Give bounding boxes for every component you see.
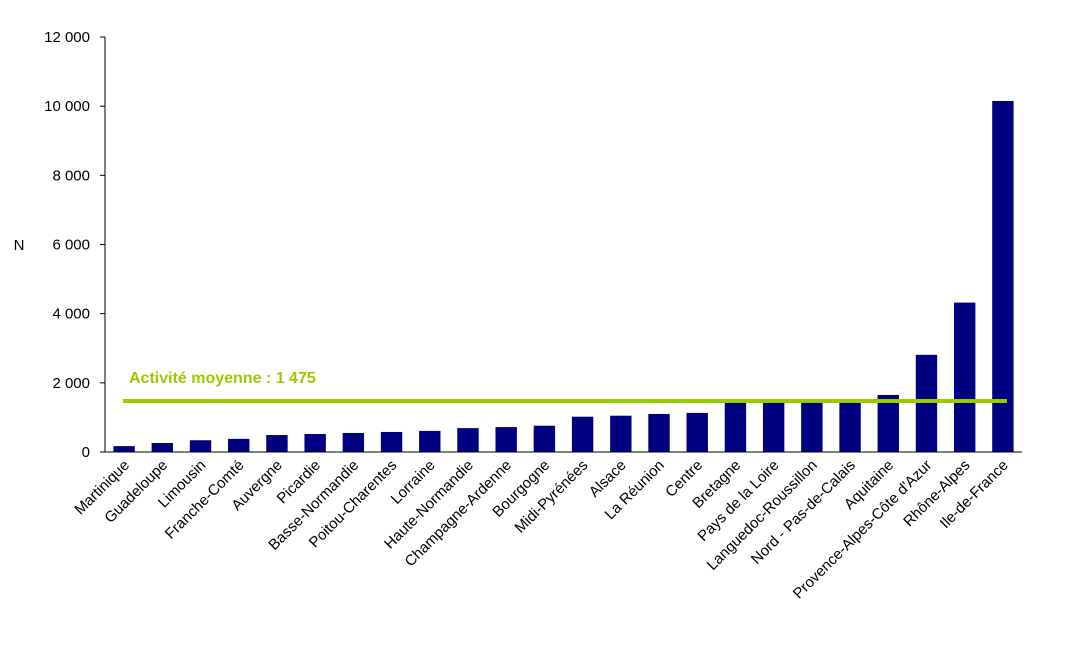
bar <box>610 415 632 452</box>
bar <box>533 425 556 452</box>
bar <box>839 400 861 452</box>
bar <box>495 427 517 452</box>
bar <box>724 401 747 452</box>
y-tick-label: 12 000 <box>44 29 90 46</box>
bar <box>457 428 479 452</box>
bar <box>877 394 899 452</box>
y-tick-label: 4 000 <box>52 306 90 323</box>
bar <box>686 412 708 452</box>
bar <box>648 413 670 452</box>
y-tick-label: 8 000 <box>52 167 90 184</box>
y-tick-label: 2 000 <box>52 375 90 392</box>
y-axis-ticks: 0 2 000 4 000 6 000 8 000 10 000 12 000 <box>44 29 105 461</box>
y-tick-label: 6 000 <box>52 237 90 254</box>
y-tick-label: 0 <box>82 444 90 461</box>
x-axis-labels: MartiniqueGuadeloupeLimousinFranche-Comt… <box>71 457 1011 603</box>
bar <box>380 431 403 452</box>
bar <box>228 438 250 452</box>
bar <box>266 435 288 452</box>
bar <box>992 100 1014 453</box>
bar <box>304 434 326 452</box>
y-tick-label: 10 000 <box>44 98 90 115</box>
bar <box>151 443 174 452</box>
average-line-label: Activité moyenne : 1 475 <box>129 370 316 387</box>
bar <box>915 354 938 452</box>
bar <box>113 446 135 452</box>
bar <box>953 302 976 452</box>
bar <box>762 400 785 452</box>
bar <box>571 416 594 452</box>
bar <box>419 430 441 452</box>
axes <box>104 37 1022 453</box>
bar <box>801 400 823 452</box>
bars <box>113 100 1014 453</box>
reference-line-group: Activité moyenne : 1 475 <box>123 370 1007 403</box>
bar <box>189 440 212 452</box>
y-axis-label: N <box>14 237 25 254</box>
bar <box>342 432 365 452</box>
